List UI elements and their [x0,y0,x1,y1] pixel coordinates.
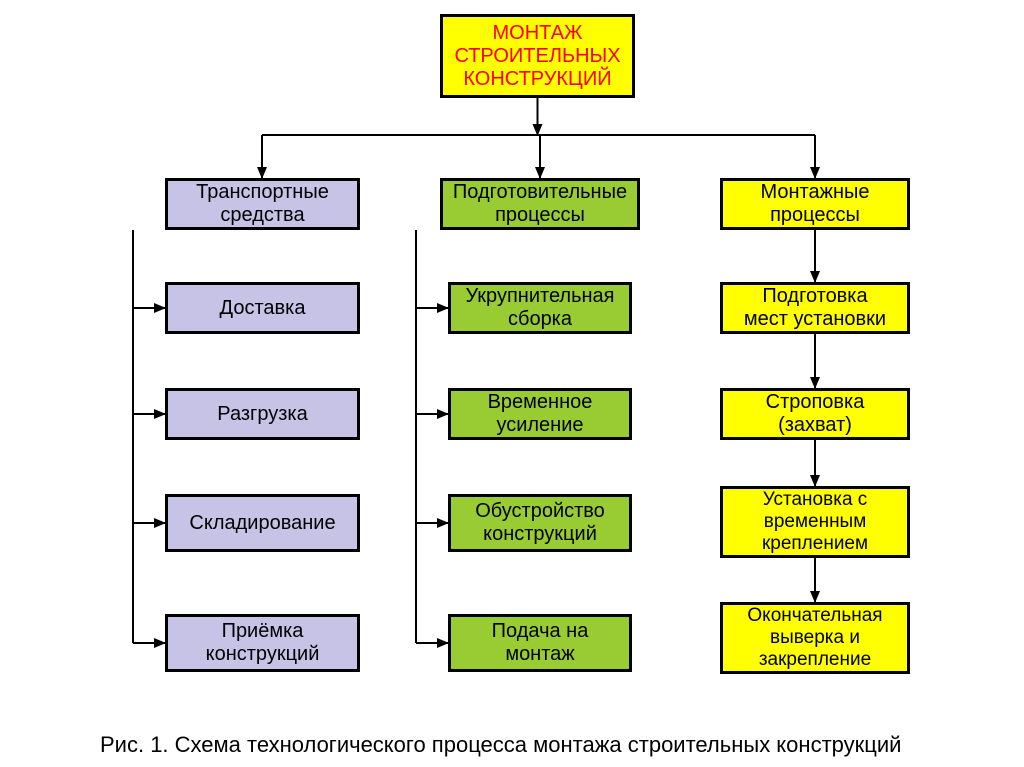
node-L4: Приёмкаконструкций [165,614,360,672]
node-R4: Окончательнаявыверка изакрепление [720,602,910,674]
node-M3: Обустройствоконструкций [448,494,632,552]
node-M2: Временноеусиление [448,388,632,440]
node-M1: Укрупнительнаясборка [448,282,632,334]
node-M0: Подготовительныепроцессы [440,178,640,230]
node-R1: Подготовкамест установки [720,282,910,334]
node-title: МОНТАЖСТРОИТЕЛЬНЫХКОНСТРУКЦИЙ [440,14,635,98]
node-L3: Складирование [165,494,360,552]
node-R3: Установка свременнымкреплением [720,486,910,558]
node-L2: Разгрузка [165,388,360,440]
diagram-stage: МОНТАЖСТРОИТЕЛЬНЫХКОНСТРУКЦИЙ Транспортны… [0,0,1024,767]
node-L0: Транспортныесредства [165,178,360,230]
node-L1: Доставка [165,282,360,334]
node-M4: Подача намонтаж [448,614,632,672]
node-R2: Строповка(захват) [720,388,910,440]
figure-caption: Рис. 1. Схема технологического процесса … [100,732,901,758]
node-R0: Монтажныепроцессы [720,178,910,230]
